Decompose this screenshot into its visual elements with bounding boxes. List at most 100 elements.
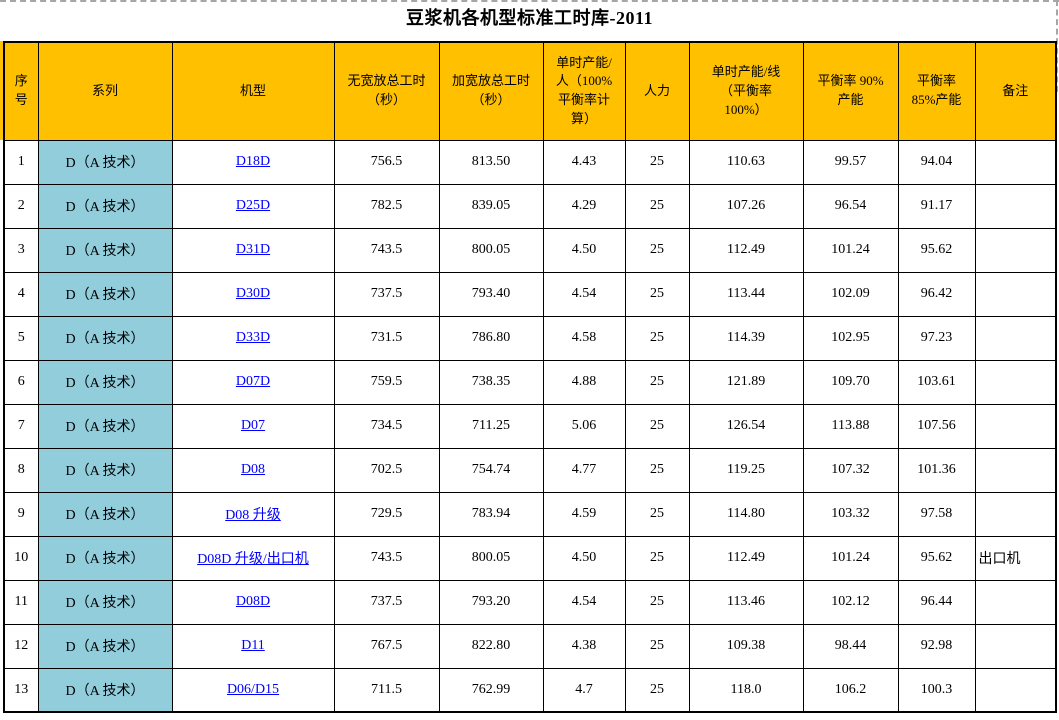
cell-capacity_per_person: 4.43	[542, 139, 626, 185]
cell-remark	[974, 183, 1057, 229]
page-title: 豆浆机各机型标准工时库-2011	[406, 8, 653, 28]
cell-index: 10	[3, 535, 39, 581]
cell-no_allowance_time: 756.5	[333, 139, 440, 185]
model-link[interactable]: D31D	[235, 242, 271, 257]
cell-no_allowance_time: 711.5	[333, 667, 440, 713]
model-link[interactable]: D08 升级	[225, 508, 281, 523]
cell-allowance_time: 762.99	[438, 667, 544, 713]
cell-capacity_per_line: 119.25	[688, 447, 804, 493]
cell-no_allowance_time: 782.5	[333, 183, 440, 229]
cell-index: 8	[3, 447, 39, 493]
cell-no_allowance_time: 729.5	[333, 491, 440, 537]
cell-remark: 出口机	[974, 535, 1057, 581]
cell-capacity_per_line: 113.44	[688, 271, 804, 317]
cell-index: 12	[3, 623, 39, 669]
table-row: 3 D（A 技术） D31D 743.5 800.05 4.50 25 112.49 101.2…	[3, 227, 1057, 273]
model-link[interactable]: D18D	[235, 154, 271, 169]
cell-model: D25D	[171, 183, 335, 229]
cell-capacity_per_person: 5.06	[542, 403, 626, 449]
model-link[interactable]: D11	[241, 638, 265, 653]
cell-series: D（A 技术）	[37, 403, 173, 449]
cell-capacity_90: 101.24	[802, 227, 899, 273]
column-header-capacity_per_person: 单时产能/ 人（100% 平衡率计 算）	[542, 41, 626, 141]
cell-capacity_per_person: 4.54	[542, 271, 626, 317]
cell-capacity_per_person: 4.50	[542, 535, 626, 581]
cell-allowance_time: 738.35	[438, 359, 544, 405]
cell-model: D31D	[171, 227, 335, 273]
cell-series: D（A 技术）	[37, 183, 173, 229]
column-header-model: 机型	[171, 41, 335, 141]
cell-remark	[974, 623, 1057, 669]
cell-remark	[974, 315, 1057, 361]
table-row: 2 D（A 技术） D25D 782.5 839.05 4.29 25 107.26 96.54…	[3, 183, 1057, 229]
table-row: 4 D（A 技术） D30D 737.5 793.40 4.54 25 113.44 102.0…	[3, 271, 1057, 317]
cell-index: 5	[3, 315, 39, 361]
column-header-capacity_90: 平衡率 90% 产能	[802, 41, 899, 141]
cell-capacity_90: 101.24	[802, 535, 899, 581]
column-header-manpower: 人力	[624, 41, 690, 141]
cell-manpower: 25	[624, 667, 690, 713]
model-link[interactable]: D08D	[235, 594, 271, 609]
model-link[interactable]: D33D	[235, 330, 271, 345]
cell-series: D（A 技术）	[37, 535, 173, 581]
cell-capacity_90: 113.88	[802, 403, 899, 449]
cell-capacity_per_person: 4.77	[542, 447, 626, 493]
cell-remark	[974, 447, 1057, 493]
cell-allowance_time: 822.80	[438, 623, 544, 669]
cell-capacity_85: 94.04	[897, 139, 976, 185]
cell-capacity_per_line: 114.80	[688, 491, 804, 537]
cell-capacity_90: 99.57	[802, 139, 899, 185]
cell-capacity_85: 97.58	[897, 491, 976, 537]
table-row: 10 D（A 技术） D08D 升级/出口机 743.5 800.05 4.50 25 112…	[3, 535, 1057, 581]
cell-capacity_85: 92.98	[897, 623, 976, 669]
cell-capacity_90: 107.32	[802, 447, 899, 493]
cell-capacity_90: 103.32	[802, 491, 899, 537]
cell-capacity_90: 102.95	[802, 315, 899, 361]
cell-index: 1	[3, 139, 39, 185]
model-link[interactable]: D07D	[235, 374, 271, 389]
page-break-dashed-line-top	[0, 0, 1059, 2]
cutoff-neighbor-header-cell	[0, 41, 3, 140]
cell-allowance_time: 783.94	[438, 491, 544, 537]
cell-remark	[974, 359, 1057, 405]
cell-capacity_per_person: 4.58	[542, 315, 626, 361]
cell-capacity_85: 95.62	[897, 535, 976, 581]
cell-capacity_per_person: 4.54	[542, 579, 626, 625]
cell-remark	[974, 271, 1057, 317]
cell-capacity_90: 106.2	[802, 667, 899, 713]
cell-index: 13	[3, 667, 39, 713]
model-link[interactable]: D08	[240, 462, 266, 477]
model-link[interactable]: D25D	[235, 198, 271, 213]
cell-series: D（A 技术）	[37, 579, 173, 625]
cell-model: D08 升级	[171, 491, 335, 537]
cell-capacity_per_person: 4.29	[542, 183, 626, 229]
cell-series: D（A 技术）	[37, 315, 173, 361]
cell-index: 7	[3, 403, 39, 449]
table-row: 9 D（A 技术） D08 升级 729.5 783.94 4.59 25 114.80 103…	[3, 491, 1057, 537]
cell-capacity_per_line: 121.89	[688, 359, 804, 405]
model-link[interactable]: D06/D15	[226, 681, 280, 697]
model-link[interactable]: D07	[240, 418, 266, 433]
cell-no_allowance_time: 737.5	[333, 271, 440, 317]
cell-capacity_per_line: 118.0	[688, 667, 804, 713]
table-header-row: 序 号系列 机型 无宽放总工时 （秒） 加宽放总工时 （秒） 单时产能/ 人（100% …	[3, 41, 1057, 141]
cell-series: D（A 技术）	[37, 227, 173, 273]
table-row: 13 D（A 技术） D06/D15 711.5 762.99 4.7 25 118.0 106…	[3, 667, 1057, 713]
cell-allowance_time: 786.80	[438, 315, 544, 361]
column-header-index: 序 号	[3, 41, 39, 141]
cell-manpower: 25	[624, 227, 690, 273]
table-row: 7 D（A 技术） D07 734.5 711.25 5.06 25 126.54 113.88…	[3, 403, 1057, 449]
cell-capacity_per_line: 110.63	[688, 139, 804, 185]
cell-remark	[974, 139, 1057, 185]
column-header-series: 系列	[37, 41, 173, 141]
cell-model: D08D 升级/出口机	[171, 535, 335, 581]
cell-capacity_per_line: 114.39	[688, 315, 804, 361]
cell-no_allowance_time: 731.5	[333, 315, 440, 361]
cell-index: 11	[3, 579, 39, 625]
cell-manpower: 25	[624, 491, 690, 537]
cell-capacity_per_line: 112.49	[688, 535, 804, 581]
cell-model: D11	[171, 623, 335, 669]
model-link[interactable]: D30D	[235, 286, 271, 301]
model-link[interactable]: D08D 升级/出口机	[197, 552, 309, 567]
cell-capacity_per_person: 4.50	[542, 227, 626, 273]
